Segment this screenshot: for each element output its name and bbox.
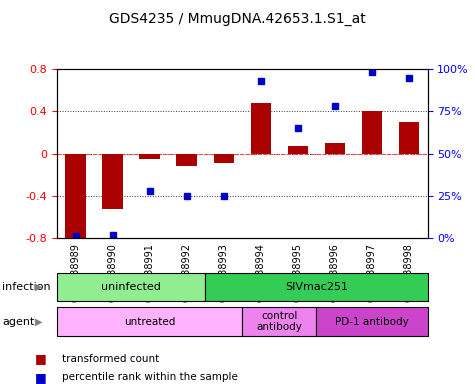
Bar	[177, 154, 197, 166]
Text: SIVmac251: SIVmac251	[285, 282, 348, 292]
Text: transformed count: transformed count	[62, 354, 159, 364]
Text: ▶: ▶	[35, 282, 42, 292]
Text: infection: infection	[2, 282, 51, 292]
Bar	[251, 103, 271, 154]
Bar	[288, 146, 308, 154]
Text: ■: ■	[35, 353, 46, 366]
Text: GDS4235 / MmugDNA.42653.1.S1_at: GDS4235 / MmugDNA.42653.1.S1_at	[109, 12, 366, 25]
Text: control
antibody: control antibody	[256, 311, 302, 333]
Bar	[140, 154, 160, 159]
Text: PD-1 antibody: PD-1 antibody	[335, 316, 409, 327]
Bar	[66, 154, 86, 238]
Bar	[325, 143, 345, 154]
Bar	[362, 111, 382, 154]
Text: percentile rank within the sample: percentile rank within the sample	[62, 372, 238, 382]
Text: agent: agent	[2, 316, 35, 327]
Text: untreated: untreated	[124, 316, 175, 327]
Bar	[214, 154, 234, 163]
Bar	[399, 122, 419, 154]
Text: ▶: ▶	[35, 316, 42, 327]
Text: ■: ■	[35, 371, 46, 384]
Bar	[103, 154, 123, 209]
Text: uninfected: uninfected	[101, 282, 161, 292]
